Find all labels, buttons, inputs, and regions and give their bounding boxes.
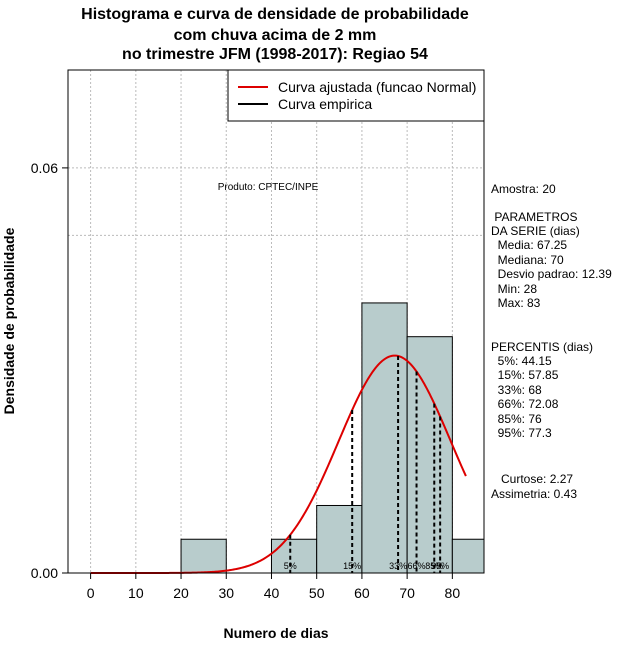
stat-media: Media: 67.25 <box>491 238 568 252</box>
histogram-bar <box>316 504 363 574</box>
stat-p5: 5%: 44.15 <box>491 354 552 368</box>
x-axis-label: Numero de dias <box>223 625 328 641</box>
x-tick-label: 0 <box>87 585 95 601</box>
chart-title-line-2: com chuva acima de 2 mm <box>173 27 377 44</box>
histogram-bar <box>406 336 453 574</box>
legend-box <box>227 69 485 122</box>
histogram-bar <box>361 302 408 574</box>
chart-title-line-3: no trimestre JFM (1998-2017): Regiao 54 <box>122 46 428 63</box>
x-tick-label: 70 <box>399 585 415 601</box>
y-tick-label: 0.00 <box>31 565 58 581</box>
chart-title-line-1: Histograma e curva de densidade de proba… <box>81 6 469 23</box>
percentile-lines: 5% 15% 33% 66% 85%95% <box>284 356 449 573</box>
percentile-label: 66% <box>408 561 426 571</box>
stat-max: Max: 83 <box>491 296 541 310</box>
stat-p66: 66%: 72.08 <box>491 397 559 411</box>
x-tick-label: 80 <box>445 585 461 601</box>
stat-p33: 33%: 68 <box>491 383 542 397</box>
stat-amostra: Amostra: 20 <box>491 182 556 196</box>
stat-min: Min: 28 <box>491 282 538 296</box>
legend: Curva ajustada (funcao Normal) Curva emp… <box>227 69 485 122</box>
histogram-bar <box>451 538 485 574</box>
stat-p85: 85%: 76 <box>491 412 542 426</box>
y-axis: 0.00 0.06 <box>31 160 68 581</box>
y-tick-label: 0.06 <box>31 160 58 176</box>
stat-curtose: Curtose: 2.27 <box>491 472 574 486</box>
x-tick-label: 10 <box>128 585 144 601</box>
product-annotation: Produto: CPTEC/INPE <box>218 182 319 193</box>
percentile-label: 5% <box>284 561 297 571</box>
histogram-bars <box>180 302 485 574</box>
stat-percentis-title: PERCENTIS (dias) <box>491 340 594 354</box>
x-tick-label: 40 <box>264 585 280 601</box>
histogram-bar <box>180 538 227 574</box>
stat-p95: 95%: 77.3 <box>491 426 552 440</box>
stat-mediana: Mediana: 70 <box>491 253 564 267</box>
x-tick-label: 50 <box>309 585 325 601</box>
stat-assimetria: Assimetria: 0.43 <box>491 487 578 501</box>
percentile-label: 85% <box>425 561 443 571</box>
stat-p15: 15%: 57.85 <box>491 368 559 382</box>
legend-label-empirical: Curva empirica <box>278 96 372 112</box>
x-tick-label: 30 <box>218 585 234 601</box>
percentile-label: 33% <box>389 561 407 571</box>
y-axis-label: Densidade de probabilidade <box>1 227 17 414</box>
percentile-label: 15% <box>343 561 361 571</box>
stat-parametros-title-1: PARAMETROS <box>491 210 578 224</box>
histogram-bar <box>270 538 318 574</box>
stat-parametros-title-2: DA SERIE (dias) <box>491 224 580 238</box>
x-tick-label: 20 <box>173 585 189 601</box>
x-tick-label: 60 <box>354 585 370 601</box>
stat-desvio: Desvio padrao: 12.39 <box>491 267 612 281</box>
legend-label-normal: Curva ajustada (funcao Normal) <box>278 79 476 95</box>
percentile-label: 95% <box>431 561 449 571</box>
x-axis: 0 10 20 30 40 50 60 70 80 <box>87 573 461 601</box>
